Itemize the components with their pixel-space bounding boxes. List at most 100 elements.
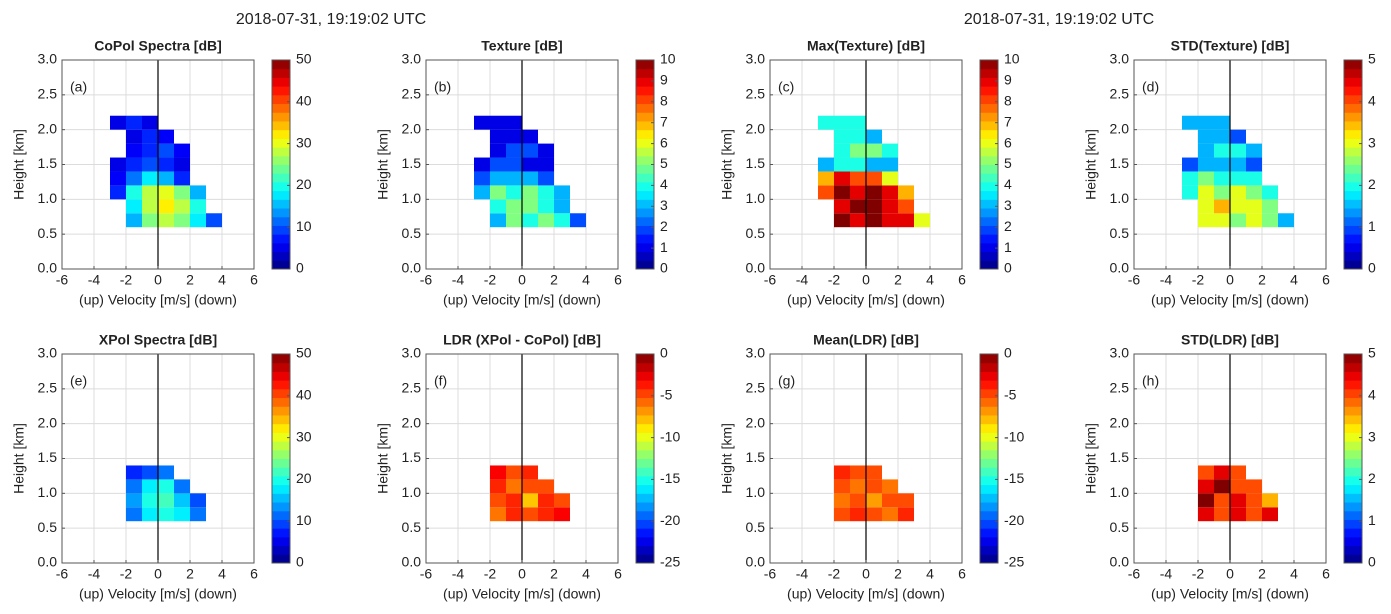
colorbar-step: [980, 77, 998, 87]
x-tick-label: 2: [894, 272, 902, 288]
x-tick-label: 0: [1226, 566, 1234, 582]
heatmap-cell: [158, 185, 174, 200]
x-tick-label: 6: [958, 272, 966, 288]
panel-label: (e): [70, 373, 87, 389]
colorbar-tick-label: 10: [1004, 51, 1020, 67]
colorbar-step: [980, 120, 998, 131]
heatmap-cell: [866, 465, 882, 480]
heatmap-cell: [174, 507, 190, 522]
y-tick-label: 3.0: [1110, 51, 1130, 67]
heatmap-cell: [506, 479, 522, 494]
y-tick-label: 2.5: [1110, 86, 1130, 102]
heatmap-cell: [126, 157, 142, 172]
heatmap-cell: [474, 185, 490, 200]
heatmap-cell: [506, 507, 522, 522]
heatmap-cell: [490, 115, 506, 130]
colorbar-step: [980, 414, 998, 425]
colorbar-step: [272, 94, 290, 105]
heatmap-cell: [506, 185, 522, 200]
heatmap-cell: [1198, 465, 1214, 480]
x-axis-label: (up) Velocity [m/s] (down): [1151, 292, 1309, 308]
colorbar-step: [1344, 458, 1362, 468]
x-tick-label: 2: [550, 566, 558, 582]
y-tick-label: 0.0: [402, 260, 422, 276]
colorbar-step: [636, 371, 654, 381]
heatmap-cell: [522, 479, 538, 494]
heatmap-cell: [1230, 157, 1246, 172]
colorbar-step: [980, 199, 998, 209]
y-axis-label: Height [km]: [719, 129, 735, 200]
heatmap-cell: [126, 479, 142, 494]
y-tick-label: 0.0: [402, 554, 422, 570]
heatmap-cell: [850, 185, 866, 200]
x-tick-label: 0: [154, 566, 162, 582]
colorbar-tick-label: 4: [1368, 387, 1376, 403]
heatmap-cell: [850, 171, 866, 186]
x-tick-label: -4: [1160, 566, 1173, 582]
colorbar-step: [272, 173, 290, 183]
y-tick-label: 2.0: [38, 120, 58, 136]
colorbar-step: [1344, 208, 1362, 218]
heatmap-cell: [866, 129, 882, 144]
colorbar-step: [272, 484, 290, 494]
x-tick-label: 4: [1290, 566, 1298, 582]
heatmap-cell: [882, 213, 898, 228]
x-tick-label: 4: [926, 566, 934, 582]
heatmap-cell: [522, 493, 538, 508]
heatmap-cell: [914, 213, 930, 228]
heatmap-cell: [866, 507, 882, 522]
x-tick-label: -4: [452, 272, 465, 288]
colorbar-step: [272, 129, 290, 139]
colorbar-step: [272, 216, 290, 226]
colorbar-step: [636, 173, 654, 183]
colorbar-tick-label: 9: [660, 72, 668, 88]
colorbar-step: [1344, 112, 1362, 122]
colorbar-step: [1344, 502, 1362, 512]
colorbar-step: [636, 138, 654, 148]
colorbar-step: [636, 554, 654, 564]
colorbar-tick-label: 7: [660, 113, 668, 129]
heatmap-cell: [158, 129, 174, 144]
heatmap-cell: [190, 507, 206, 522]
colorbar-tick-label: -20: [1004, 512, 1024, 528]
colorbar-step: [980, 449, 998, 459]
heatmap-cell: [882, 507, 898, 522]
colorbar-step: [636, 510, 654, 520]
colorbar-step: [980, 423, 998, 433]
y-tick-label: 2.5: [402, 380, 422, 396]
colorbar-tick-label: -10: [660, 428, 680, 444]
heatmap-cell: [850, 143, 866, 158]
heatmap-cell: [850, 507, 866, 522]
colorbar-step: [272, 354, 290, 364]
colorbar-step: [272, 528, 290, 538]
heatmap-cell: [126, 185, 142, 200]
heatmap-cell: [866, 493, 882, 508]
y-tick-label: 3.0: [402, 51, 422, 67]
heatmap-cell: [522, 507, 538, 522]
heatmap-cell: [506, 115, 522, 130]
x-tick-label: 0: [1226, 272, 1234, 288]
heatmap-cell: [850, 129, 866, 144]
colorbar-step: [272, 388, 290, 399]
heatmap-cell: [474, 157, 490, 172]
heatmap-cell: [490, 185, 506, 200]
colorbar-box: [1343, 59, 1363, 270]
y-tick-label: 1.5: [402, 449, 422, 465]
heatmap-cell: [490, 171, 506, 186]
heatmap-cell: [174, 157, 190, 172]
colorbar-tick-label: 8: [1004, 93, 1012, 109]
heatmap-cell: [882, 143, 898, 158]
colorbar-step: [980, 208, 998, 218]
panel-label: (d): [1142, 79, 1159, 95]
colorbar-step: [980, 362, 998, 372]
heatmap-cell: [110, 185, 126, 200]
colorbar-step: [636, 423, 654, 433]
heatmap-cell: [142, 171, 158, 186]
heatmap-cell: [538, 185, 554, 200]
colorbar-step: [636, 260, 654, 270]
heatmap-cell: [126, 465, 142, 480]
heatmap-cell: [190, 185, 206, 200]
colorbar-step: [272, 234, 290, 244]
colorbar-step: [272, 510, 290, 520]
